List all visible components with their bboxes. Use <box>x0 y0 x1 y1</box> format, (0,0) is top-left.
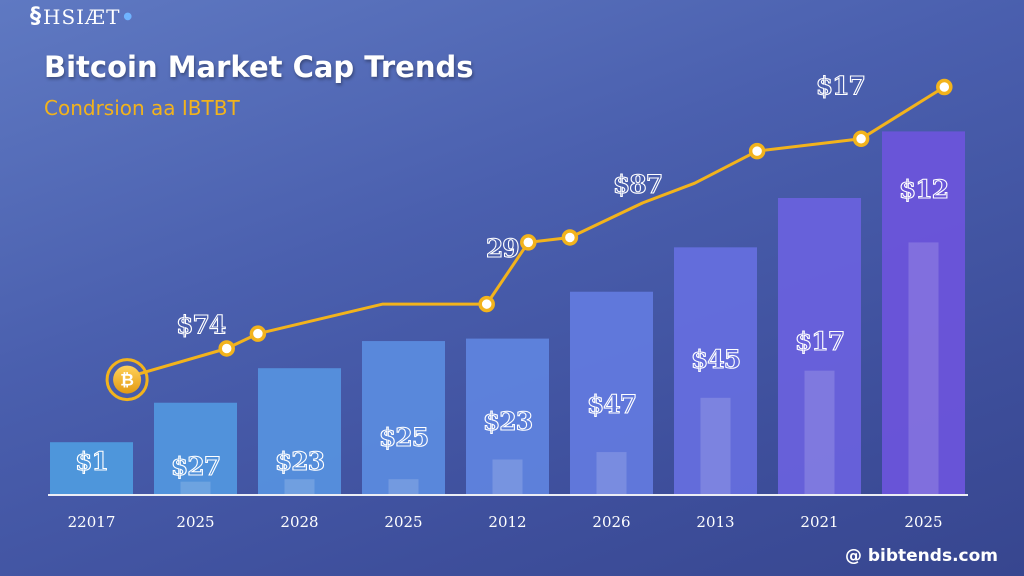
bar <box>362 341 445 494</box>
x-tick-label: 2028 <box>280 513 318 531</box>
bar <box>778 198 861 494</box>
x-tick-label: 2012 <box>488 513 526 531</box>
x-tick-label: 2025 <box>176 513 214 531</box>
x-tick-label: 2025 <box>384 513 422 531</box>
line-point <box>218 340 235 357</box>
bar-value-label: $23 <box>483 407 532 436</box>
inner-bar <box>700 397 731 494</box>
line-point <box>852 130 870 148</box>
inner-bar <box>492 459 523 494</box>
line-point <box>936 78 953 96</box>
bar <box>882 131 965 494</box>
bar-value-label: $45 <box>691 345 740 374</box>
bar-value-label: $47 <box>587 390 636 419</box>
inner-bar <box>180 481 211 494</box>
brand-name: HSIÆT <box>43 5 121 29</box>
x-tick-label: 2025 <box>904 513 942 531</box>
brand-mark-icon: § <box>30 4 41 29</box>
x-tick-label: 2013 <box>696 513 734 531</box>
bar <box>154 402 237 494</box>
bar <box>50 442 133 494</box>
bar-value-label: $17 <box>795 327 844 356</box>
line-point <box>561 229 579 246</box>
bar <box>466 338 549 494</box>
inner-bar <box>596 452 627 494</box>
x-tick-label: 2026 <box>592 513 630 531</box>
line-value-label: 29 <box>486 234 519 263</box>
bar <box>570 291 653 494</box>
brand-logo: § HSIÆT ● <box>30 6 132 28</box>
x-tick-label: 22017 <box>68 513 116 531</box>
bar <box>258 368 341 494</box>
line-point <box>478 295 495 313</box>
line-point <box>520 234 537 251</box>
line-point <box>748 142 766 160</box>
line-value-label: $74 <box>176 311 226 340</box>
chart-title: Bitcoin Market Cap Trends <box>44 50 474 84</box>
bitcoin-coin-icon: ₿ <box>105 358 149 402</box>
bar-value-label: $25 <box>379 423 428 452</box>
chart-subtitle: Condrsion aa IBTBT <box>44 96 240 120</box>
bar-value-label: $12 <box>899 175 948 204</box>
inner-bar <box>908 242 939 494</box>
bar-value-label: $27 <box>171 452 220 481</box>
bar-value-label: $1 <box>75 447 108 476</box>
line-point <box>249 325 267 342</box>
brand-dot-icon: ● <box>123 11 133 22</box>
inner-bar <box>284 479 315 494</box>
watermark: @ bibtends.com <box>844 546 998 566</box>
inner-bar <box>388 479 419 494</box>
bar-value-label: $23 <box>275 447 324 476</box>
svg-text:₿: ₿ <box>120 371 134 391</box>
line-value-label: $17 <box>816 71 865 100</box>
x-tick-label: 2021 <box>800 513 838 531</box>
bar <box>674 247 757 494</box>
inner-bar <box>804 370 835 494</box>
line-value-label: $87 <box>613 170 662 199</box>
